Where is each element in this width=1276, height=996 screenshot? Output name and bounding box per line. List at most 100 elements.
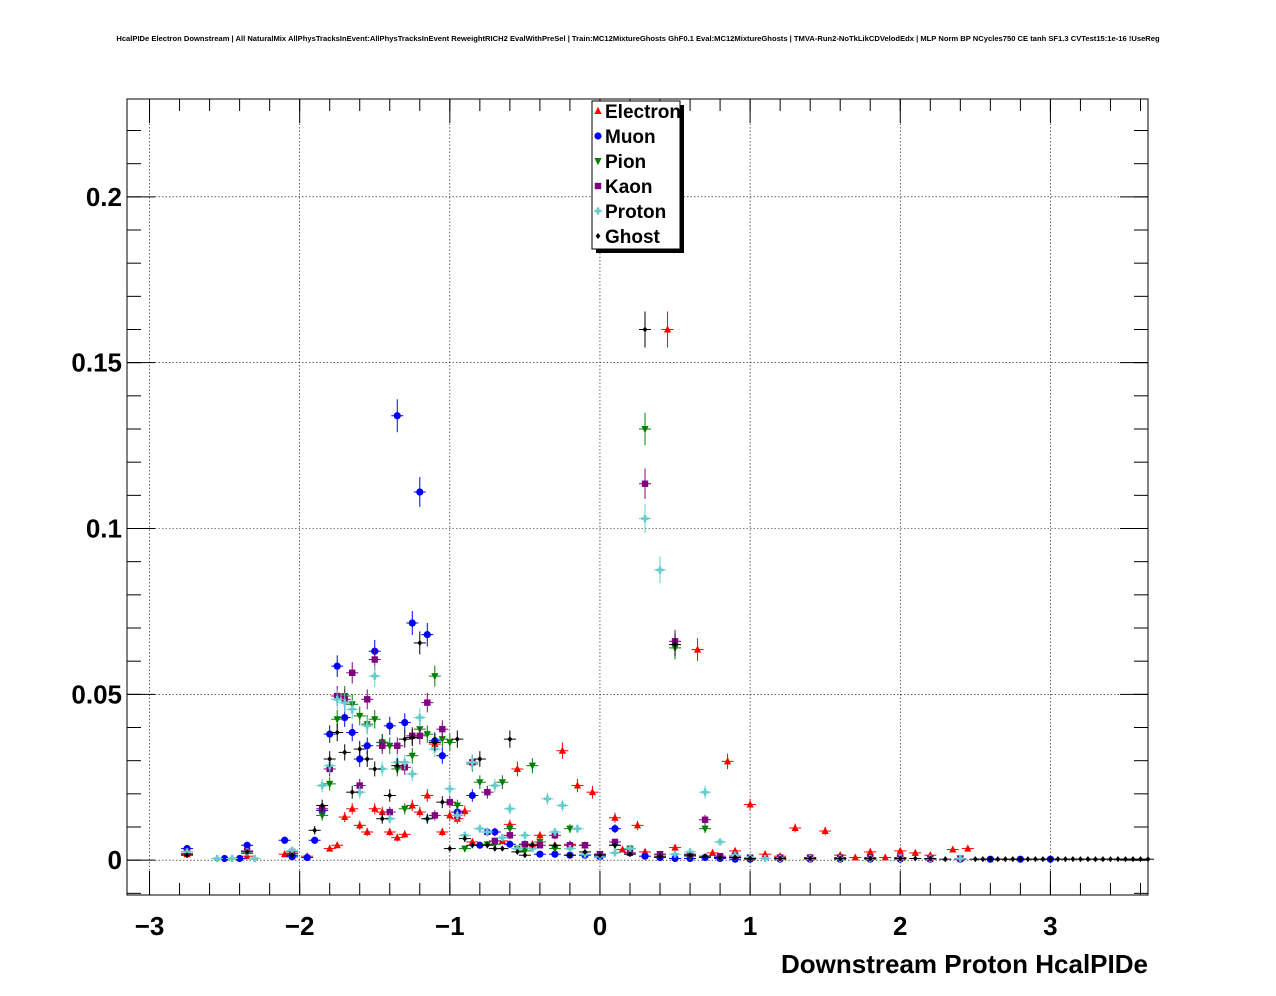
data-point (581, 842, 589, 849)
data-point (423, 791, 431, 799)
data-point (363, 827, 371, 835)
data-point (371, 804, 379, 812)
data-point (348, 705, 356, 713)
data-point (476, 841, 484, 849)
data-point (543, 795, 552, 803)
data-point (446, 811, 454, 819)
data-point (642, 326, 648, 333)
data-point (363, 742, 371, 750)
data-point (438, 827, 446, 835)
data-point (761, 850, 769, 858)
data-point (551, 845, 559, 853)
data-point (1070, 856, 1076, 863)
data-point (513, 844, 521, 853)
data-point (356, 782, 363, 789)
data-point (573, 781, 582, 789)
data-point (386, 827, 394, 835)
data-point (342, 749, 348, 756)
data-point (341, 699, 349, 707)
series-electron (181, 311, 974, 861)
data-point (326, 730, 334, 738)
data-point (491, 828, 499, 836)
legend-entry-kaon: Kaon (594, 177, 653, 198)
chart-title: HcalPIDe Electron Downstream | All Natur… (116, 34, 1160, 43)
data-point (468, 837, 476, 845)
data-point (319, 802, 325, 809)
data-point (529, 842, 535, 849)
data-point (657, 853, 663, 860)
legend-label: Proton (605, 202, 666, 223)
series-kaon (181, 468, 967, 862)
data-point (401, 805, 409, 813)
data-point (964, 844, 972, 852)
data-point (837, 855, 843, 862)
data-point (228, 854, 236, 863)
data-point (506, 805, 514, 813)
data-point (408, 752, 416, 760)
data-point (566, 825, 574, 833)
data-point (791, 823, 799, 832)
data-point (408, 619, 416, 627)
legend-entry-ghost: Ghost (595, 227, 661, 248)
y-tick-label: 0.1 (86, 514, 122, 544)
data-point (401, 758, 409, 766)
data-point (461, 845, 469, 853)
data-point (303, 853, 311, 862)
legend-entry-muon: Muon (594, 127, 656, 148)
data-point (431, 812, 439, 819)
data-point (446, 739, 454, 747)
data-point (717, 854, 723, 861)
data-point (731, 846, 739, 854)
data-point (612, 842, 618, 849)
data-point (573, 825, 582, 833)
data-point (671, 854, 679, 863)
data-point (341, 713, 349, 722)
data-point (1010, 856, 1016, 863)
legend: Electron Muon Pion Kaon Proton Ghost (591, 100, 684, 253)
data-point (438, 752, 446, 760)
data-point (972, 856, 978, 863)
data-point (386, 815, 394, 823)
data-point (349, 669, 356, 676)
data-point (461, 806, 469, 815)
data-point (558, 801, 567, 810)
legend-entry-electron: Electron (594, 102, 681, 123)
y-tick-label: 0.15 (71, 348, 122, 378)
data-point (708, 848, 717, 856)
legend-label: Muon (605, 127, 656, 148)
data-point (1063, 856, 1068, 863)
data-point (462, 835, 468, 842)
data-point (498, 779, 506, 787)
data-point (447, 845, 453, 852)
legend-label: Ghost (605, 227, 661, 248)
data-point (671, 843, 679, 851)
data-point (402, 736, 408, 743)
data-point (506, 832, 514, 839)
data-point (897, 855, 903, 862)
data-point (671, 850, 679, 858)
legend-marker (594, 132, 602, 140)
data-point (627, 851, 633, 858)
data-point (333, 662, 341, 670)
data-point (896, 846, 904, 854)
data-point (453, 802, 461, 810)
data-point (363, 722, 371, 730)
data-point (371, 672, 379, 680)
data-point (641, 852, 649, 860)
data-point (1138, 856, 1143, 863)
data-point (1048, 856, 1053, 863)
data-point (588, 787, 597, 796)
data-point (318, 781, 326, 790)
legend-marker (595, 233, 601, 239)
data-point (431, 673, 439, 681)
data-point (476, 825, 484, 833)
data-point (468, 791, 476, 800)
data-point (663, 325, 672, 333)
data-point (439, 725, 446, 733)
data-point (333, 695, 341, 703)
data-point (506, 820, 514, 828)
data-point (821, 826, 829, 834)
data-point (213, 854, 221, 863)
data-point (394, 762, 400, 769)
data-point (641, 480, 649, 487)
